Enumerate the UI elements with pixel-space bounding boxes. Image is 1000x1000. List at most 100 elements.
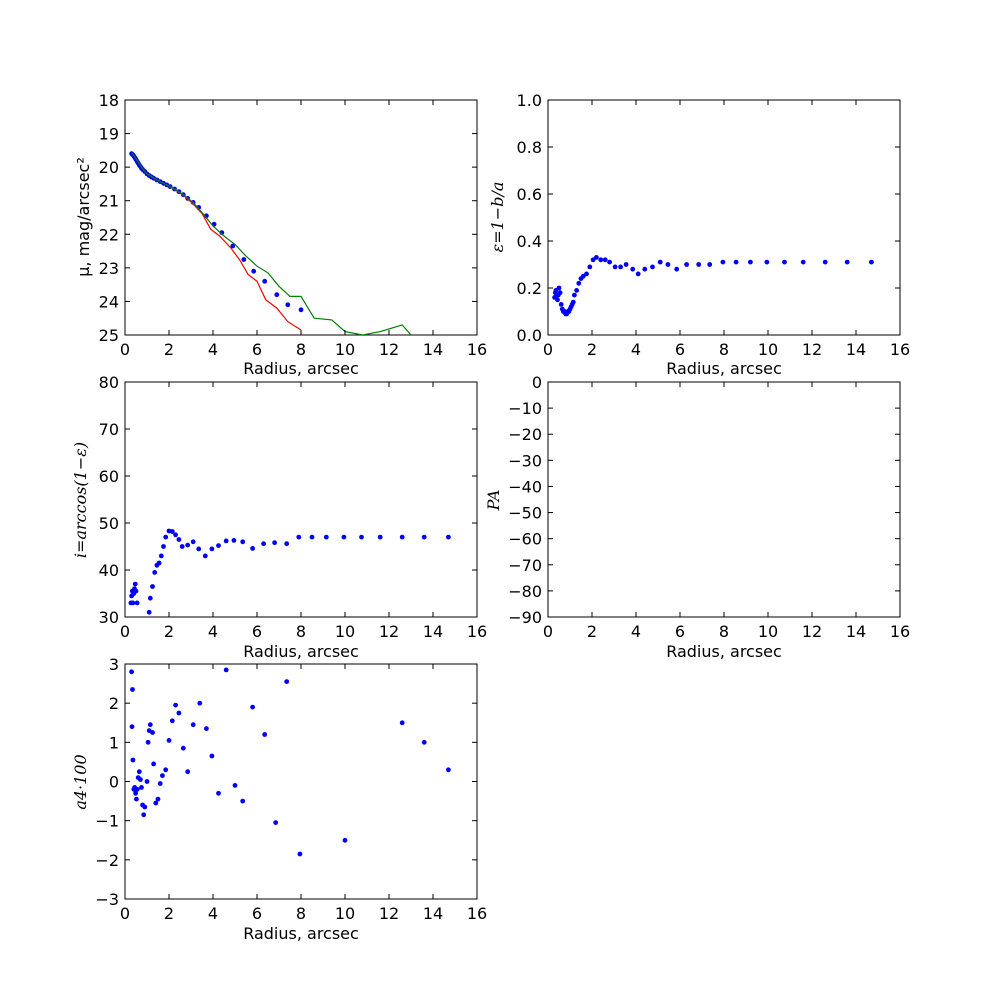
data-point [587,264,593,270]
data-point [612,264,618,270]
data-point [190,722,196,728]
panel-ellipticity: 0 2 4 6 8 10 12 14 16 0.0 0.2 0.4 0.6 0.8 1.0 Radius, … [488,91,910,378]
x-tick-label: 0 [543,340,553,359]
x-tick-label: 8 [296,622,306,641]
data-point [136,769,142,775]
data-point [180,745,186,751]
data-point [190,539,196,545]
data-point [134,786,140,792]
data-point [130,600,136,606]
data-point [250,704,256,710]
data-point [216,543,221,548]
data-point [166,738,172,743]
data-point [576,280,582,286]
x-tick-label: 2 [164,622,174,641]
x-axis-label: Radius, arcsec [666,642,782,661]
data-point [623,262,629,267]
data-point [209,546,215,552]
data-point [216,790,221,796]
data-marks [552,255,874,317]
y-tick-label: −20 [508,425,542,444]
data-point [602,257,608,263]
x-tick-label: 6 [252,622,262,641]
x-tick-label: 0 [120,622,130,641]
data-point [764,259,770,265]
data-point [572,292,577,298]
data-point [161,544,166,549]
x-tick-label: 0 [120,340,130,359]
y-tick-label: −40 [508,477,542,496]
x-tick-label: 6 [675,340,685,359]
y-tick-label: 80 [99,373,119,392]
data-point [134,600,140,606]
y-tick-label: −2 [95,851,119,870]
x-tick-label: 8 [719,340,729,359]
data-point [642,266,648,272]
data-point [733,259,739,265]
data-point [359,534,364,540]
y-tick-label: 23 [99,259,119,278]
data-point [209,753,215,759]
data-point [782,259,787,265]
data-point [251,268,257,274]
x-tick-label: 10 [335,622,355,641]
y-tick-label: 22 [99,225,119,244]
data-point [284,541,290,547]
data-point [284,679,290,684]
x-tick-label: 16 [467,340,487,359]
data-point [150,730,155,735]
x-tick-label: 4 [208,340,218,359]
axes-frame [547,381,901,618]
data-point [446,534,451,540]
data-point [323,534,329,540]
data-point [230,243,236,249]
x-tick-label: 14 [846,340,866,359]
x-tick-label: 16 [467,622,487,641]
y-tick-label: 1 [109,733,119,752]
data-point [296,534,302,540]
x-tick-label: 6 [252,904,262,923]
axes-frame [124,99,478,336]
data-point [129,724,135,730]
data-point [173,702,179,708]
y-tick-label: 0.4 [517,232,542,251]
data-point [869,259,874,265]
data-point [822,259,828,265]
data-point [580,273,586,279]
y-tick-label: 0.8 [517,138,542,157]
y-axis-label: i=arccos(1−ε) [71,442,90,558]
data-point [142,804,148,810]
data-point [139,785,144,790]
data-point [558,302,564,307]
data-point [133,790,139,796]
x-tick-label: 10 [335,340,355,359]
data-point [696,262,702,267]
data-point [169,718,175,724]
data-point [173,532,179,538]
x-tick-label: 4 [208,622,218,641]
data-point [297,851,303,857]
data-point [421,534,427,540]
x-tick-label: 12 [802,340,822,359]
x-tick-label: 0 [543,622,553,641]
axes-frame [547,99,901,336]
x-tick-label: 6 [675,622,685,641]
data-point [223,667,229,673]
x-tick-label: 14 [423,904,443,923]
data-point [158,553,164,559]
data-point [399,534,405,540]
y-tick-label: 0 [109,773,119,792]
data-point [130,687,135,692]
data-point [147,722,153,728]
data-point [262,732,268,737]
ticks: 0 2 4 6 8 10 12 14 16 0.0 0.2 0.4 0.6 0.8 1.0 [517,91,911,359]
data-point [219,230,225,236]
data-point [157,781,163,786]
data-point [151,761,157,767]
data-point [147,595,153,601]
data-point [202,553,208,559]
data-point [309,534,315,540]
